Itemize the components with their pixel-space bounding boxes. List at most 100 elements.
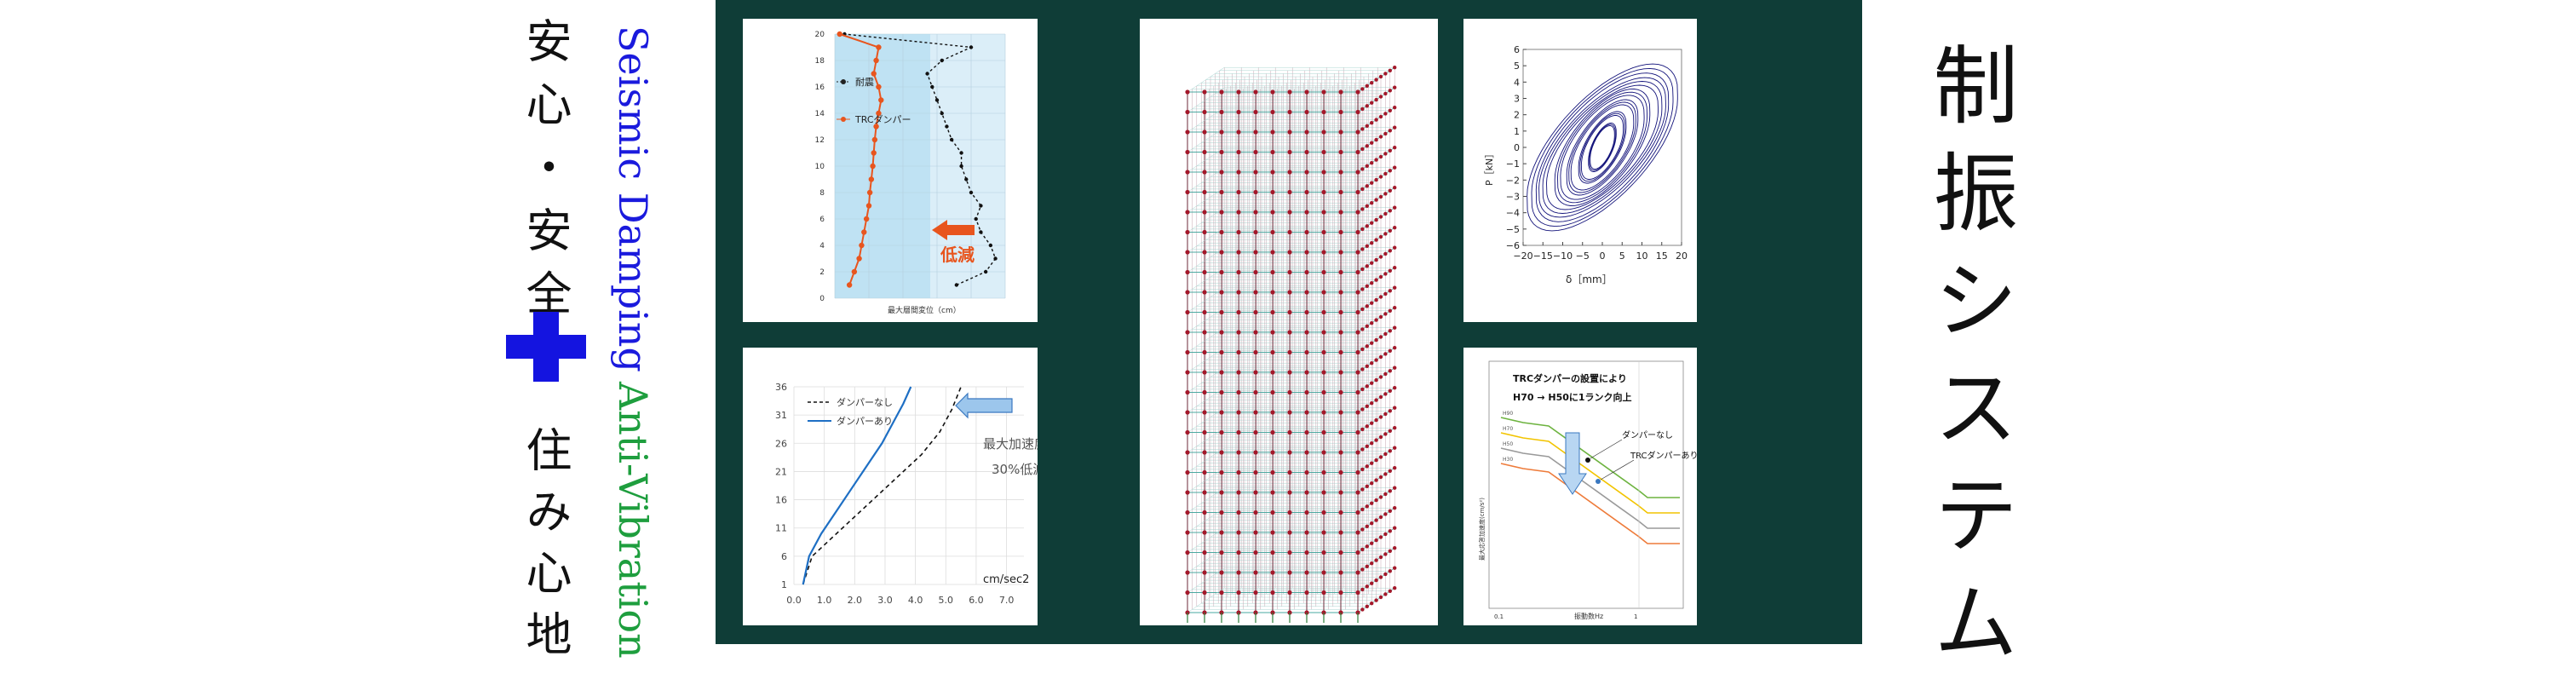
- drift-point: [945, 124, 949, 129]
- frame-node: [1253, 229, 1258, 235]
- accel-x-tick: 5.0: [939, 595, 954, 606]
- frame-node: [1338, 509, 1343, 515]
- frame-node: [1219, 550, 1224, 555]
- frame-node: [1370, 541, 1374, 545]
- drift-y-tick: 6: [819, 216, 825, 224]
- frame-node: [1365, 464, 1369, 469]
- frame-node: [1355, 269, 1360, 275]
- frame-node: [1338, 210, 1343, 215]
- frame-node: [1304, 450, 1309, 455]
- frame-node: [1219, 309, 1224, 315]
- frame-node: [1360, 87, 1365, 91]
- accel-x-tick: 4.0: [908, 595, 923, 606]
- drift-point: [974, 216, 978, 222]
- frame-node: [1270, 570, 1275, 575]
- frame-node: [1360, 127, 1365, 131]
- frame-node: [1360, 467, 1365, 472]
- hysteresis-y-label: P［kN］: [1484, 149, 1495, 186]
- frame-node: [1253, 570, 1258, 575]
- hysteresis-y-tick: −3: [1506, 192, 1520, 203]
- frame-node: [1253, 429, 1258, 435]
- frame-node: [1236, 570, 1241, 575]
- drift-point: [934, 98, 940, 102]
- frame-node: [1321, 389, 1326, 395]
- hysteresis-y-tick: −5: [1506, 224, 1520, 235]
- frame-node: [1304, 149, 1309, 155]
- frame-node: [1383, 232, 1388, 236]
- frame-node: [1219, 530, 1224, 535]
- frame-node: [1338, 469, 1343, 475]
- accel-x-tick: 7.0: [999, 595, 1015, 606]
- frame-node: [1378, 555, 1383, 560]
- frame-node: [1185, 170, 1190, 175]
- frame-node: [1355, 530, 1360, 535]
- frame-node: [1202, 429, 1207, 435]
- frame-node: [1360, 547, 1365, 552]
- frame-node: [1365, 524, 1369, 528]
- frame-node: [1393, 325, 1397, 330]
- frame-node: [1236, 229, 1241, 235]
- frame-node: [1374, 217, 1378, 222]
- frame-node: [1185, 210, 1190, 215]
- frame-node: [1365, 404, 1369, 408]
- frame-node: [1202, 389, 1207, 395]
- hysteresis-x-tick: 5: [1619, 250, 1625, 262]
- frame-node: [1304, 330, 1309, 335]
- frame-node: [1393, 406, 1397, 410]
- frame-node: [1321, 109, 1326, 115]
- response-line-h30: [1500, 463, 1680, 544]
- frame-node: [1304, 290, 1309, 295]
- frame-node: [1383, 131, 1388, 136]
- frame-node: [1287, 590, 1292, 596]
- frame-node: [1338, 330, 1343, 335]
- frame-node: [1304, 130, 1309, 135]
- frame-node: [1360, 247, 1365, 251]
- frame-node: [1388, 68, 1392, 72]
- hysteresis-y-tick: 1: [1514, 126, 1520, 137]
- frame-node: [1378, 535, 1383, 539]
- frame-node: [1374, 578, 1378, 583]
- frame-node: [1365, 544, 1369, 549]
- hysteresis-y-tick: 0: [1514, 142, 1520, 153]
- frame-node: [1370, 561, 1374, 566]
- frame-node: [1219, 89, 1224, 95]
- frame-node: [1388, 249, 1392, 253]
- frame-node: [1383, 272, 1388, 276]
- frame-node: [1374, 238, 1378, 242]
- frame-node: [1378, 175, 1383, 179]
- frame-node: [1374, 257, 1378, 262]
- frame-node: [1202, 349, 1207, 355]
- frame-node: [1321, 370, 1326, 375]
- frame-node: [1365, 204, 1369, 208]
- frame-node: [1360, 147, 1365, 152]
- frame-beam: [1187, 127, 1225, 153]
- frame-node: [1304, 590, 1309, 596]
- frame-node: [1355, 250, 1360, 255]
- frame-node: [1202, 309, 1207, 315]
- frame-node: [1338, 229, 1343, 235]
- frame-node: [1388, 209, 1392, 213]
- frame-node: [1253, 490, 1258, 495]
- frame-node: [1374, 498, 1378, 503]
- acceleration-x-label: cm/sec2: [983, 573, 1029, 586]
- drift-y-tick: 16: [815, 83, 825, 92]
- frame-node: [1236, 89, 1241, 95]
- frame-node: [1378, 114, 1383, 119]
- frame-node: [1378, 394, 1383, 400]
- frame-node: [1370, 381, 1374, 385]
- hysteresis-loop: [1588, 123, 1617, 172]
- frame-beam: [1187, 427, 1225, 453]
- hysteresis-x-tick: −10: [1553, 250, 1573, 262]
- frame-node: [1383, 532, 1388, 537]
- frame-node: [1378, 595, 1383, 600]
- drift-point: [925, 72, 929, 76]
- frame-node: [1287, 290, 1292, 295]
- frame-node: [1383, 371, 1388, 377]
- frame-node: [1202, 469, 1207, 475]
- frame-node: [1202, 89, 1207, 95]
- frame-node: [1185, 570, 1190, 575]
- frame-node: [1355, 429, 1360, 435]
- frame-node: [1355, 490, 1360, 495]
- frame-node: [1370, 602, 1374, 606]
- response-series-label: H30: [1503, 457, 1513, 463]
